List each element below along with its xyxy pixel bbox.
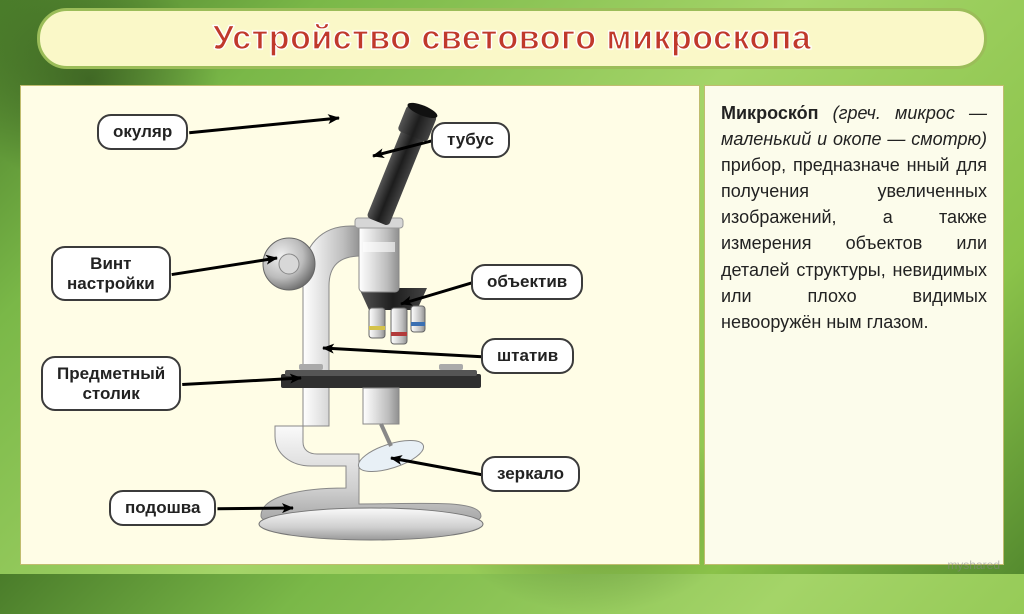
- label-stolik: Предметный столик: [41, 356, 181, 411]
- label-tubus: тубус: [431, 122, 510, 158]
- label-podoshva: подошва: [109, 490, 216, 526]
- page-title: Устройство светового микроскопа: [213, 19, 812, 57]
- watermark: myshared: [947, 558, 1000, 572]
- info-text: Микроско́п (греч. микрос — маленький и о…: [721, 100, 987, 335]
- label-obj: объектив: [471, 264, 583, 300]
- label-okulyar: окуляр: [97, 114, 188, 150]
- diagram-panel: окуляр тубус Винт настройки объектив шта…: [20, 85, 700, 565]
- label-vint: Винт настройки: [51, 246, 171, 301]
- info-definition: прибор, предназначе нный для получения у…: [721, 155, 987, 332]
- label-zerkalo: зеркало: [481, 456, 580, 492]
- title-bar: Устройство светового микроскопа: [37, 8, 987, 69]
- info-panel: Микроско́п (греч. микрос — маленький и о…: [704, 85, 1004, 565]
- info-headword: Микроско́п: [721, 103, 818, 123]
- label-shtativ: штатив: [481, 338, 574, 374]
